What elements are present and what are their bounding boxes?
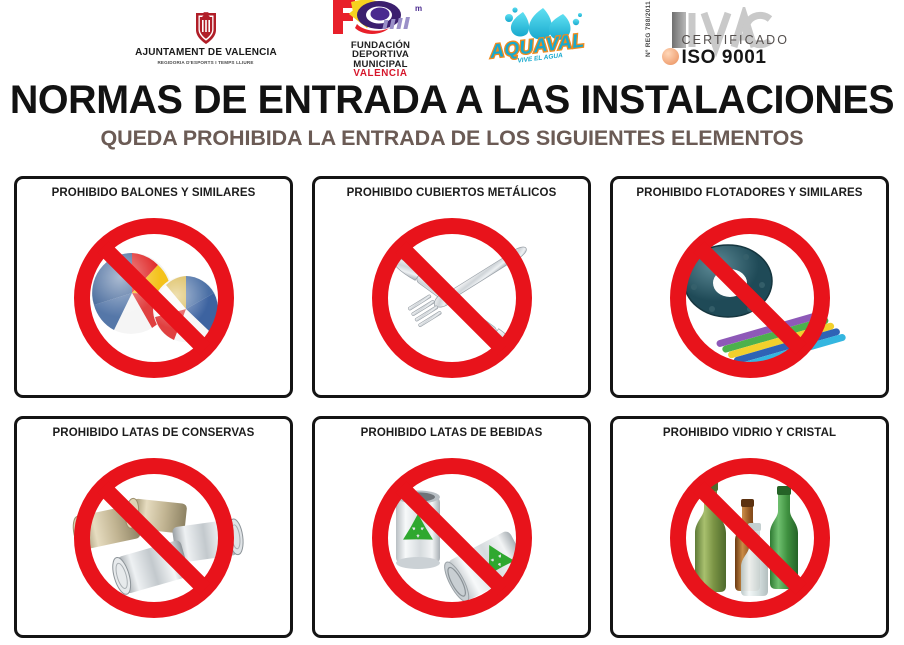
- logo-ajuntament-line2: REGIDORIA D'ESPORTS I TEMPS LLIURE: [157, 59, 254, 65]
- logo-fdm-line1: FUNDACIÓN: [350, 39, 411, 51]
- iso-9001-label: ISO 9001: [681, 47, 767, 68]
- panel-latas-bebidas: PROHIBIDO LATAS DE BEBIDAS: [312, 416, 591, 638]
- panel-caption: PROHIBIDO LATAS DE BEBIDAS: [360, 427, 543, 439]
- panel-cubiertos: PROHIBIDO CUBIERTOS METÁLICOS: [312, 176, 591, 398]
- valencia-coat-of-arms-icon: [193, 11, 219, 45]
- panel-art-tin-cans: [17, 445, 290, 631]
- prohibition-grid: PROHIBIDO BALONES Y SIMILARES: [14, 176, 890, 638]
- logo-ajuntament-line1: AJUNTAMENT DE VALENCIA: [134, 45, 277, 58]
- panel-caption: PROHIBIDO FLOTADORES Y SIMILARES: [636, 187, 863, 199]
- panel-art-inner-tube-and-pool-noodles: [613, 205, 886, 391]
- logo-iso-9001: Nº REG 788/2011 CERTIFICADO ISO 9001: [642, 1, 788, 69]
- iso-dot-icon: [661, 48, 679, 65]
- panel-vidrio-cristal: PROHIBIDO VIDRIO Y CRISTAL: [610, 416, 889, 638]
- panel-balones: PROHIBIDO BALONES Y SIMILARES: [14, 176, 293, 398]
- prohibition-sign-icon: [371, 218, 532, 378]
- fork-icon: [407, 246, 527, 327]
- prohibition-sign-icon: [73, 218, 234, 378]
- panel-latas-conservas: PROHIBIDO LATAS DE CONSERVAS: [14, 416, 293, 638]
- logo-fdm-line4: VALENCIA: [353, 67, 408, 79]
- logo-fdm-line3: MUNICIPAL: [353, 58, 408, 70]
- panel-caption: PROHIBIDO VIDRIO Y CRISTAL: [662, 427, 837, 439]
- page-title: NORMAS DE ENTRADA A LAS INSTALACIONES: [9, 78, 895, 122]
- logo-bar: AJUNTAMENT DE VALENCIA REGIDORIA D'ESPOR…: [0, 0, 904, 78]
- svg-text:m: m: [415, 4, 422, 13]
- panel-art-beverage-cans: [315, 445, 588, 631]
- panel-caption: PROHIBIDO CUBIERTOS METÁLICOS: [346, 187, 557, 199]
- fdm-emblem-icon: m: [327, 0, 435, 40]
- panel-caption: PROHIBIDO BALONES Y SIMILARES: [51, 187, 256, 199]
- beach-ball-small: [152, 276, 219, 342]
- panel-art-beach-balls: [17, 205, 290, 391]
- iso-registration-number: Nº REG 788/2011: [644, 0, 652, 57]
- logo-ajuntament-de-valencia: AJUNTAMENT DE VALENCIA REGIDORIA D'ESPOR…: [131, 11, 281, 66]
- iso-certificado-label: CERTIFICADO: [681, 33, 790, 47]
- prohibition-sign-icon: [669, 218, 830, 378]
- logo-fundacion-deportiva-municipal: m FUNDACIÓN DEPORTIVA MUNICIPAL VALENCIA: [327, 0, 435, 78]
- prohibition-sign-icon: [669, 458, 830, 618]
- logo-fdm-line2: DEPORTIVA: [351, 49, 410, 61]
- panel-caption: PROHIBIDO LATAS DE CONSERVAS: [52, 427, 255, 439]
- prohibition-sign-icon: [371, 458, 532, 618]
- prohibition-sign-icon: [73, 458, 234, 618]
- page-subtitle: QUEDA PROHIBIDA LA ENTRADA DE LOS SIGUIE…: [100, 126, 804, 150]
- panel-art-fork-and-knife: [315, 205, 588, 391]
- logo-aquaval: AQUAVAL VIVE EL AGUA: [481, 6, 596, 70]
- panel-art-glass-bottles: [613, 445, 886, 631]
- panel-flotadores: PROHIBIDO FLOTADORES Y SIMILARES: [610, 176, 889, 398]
